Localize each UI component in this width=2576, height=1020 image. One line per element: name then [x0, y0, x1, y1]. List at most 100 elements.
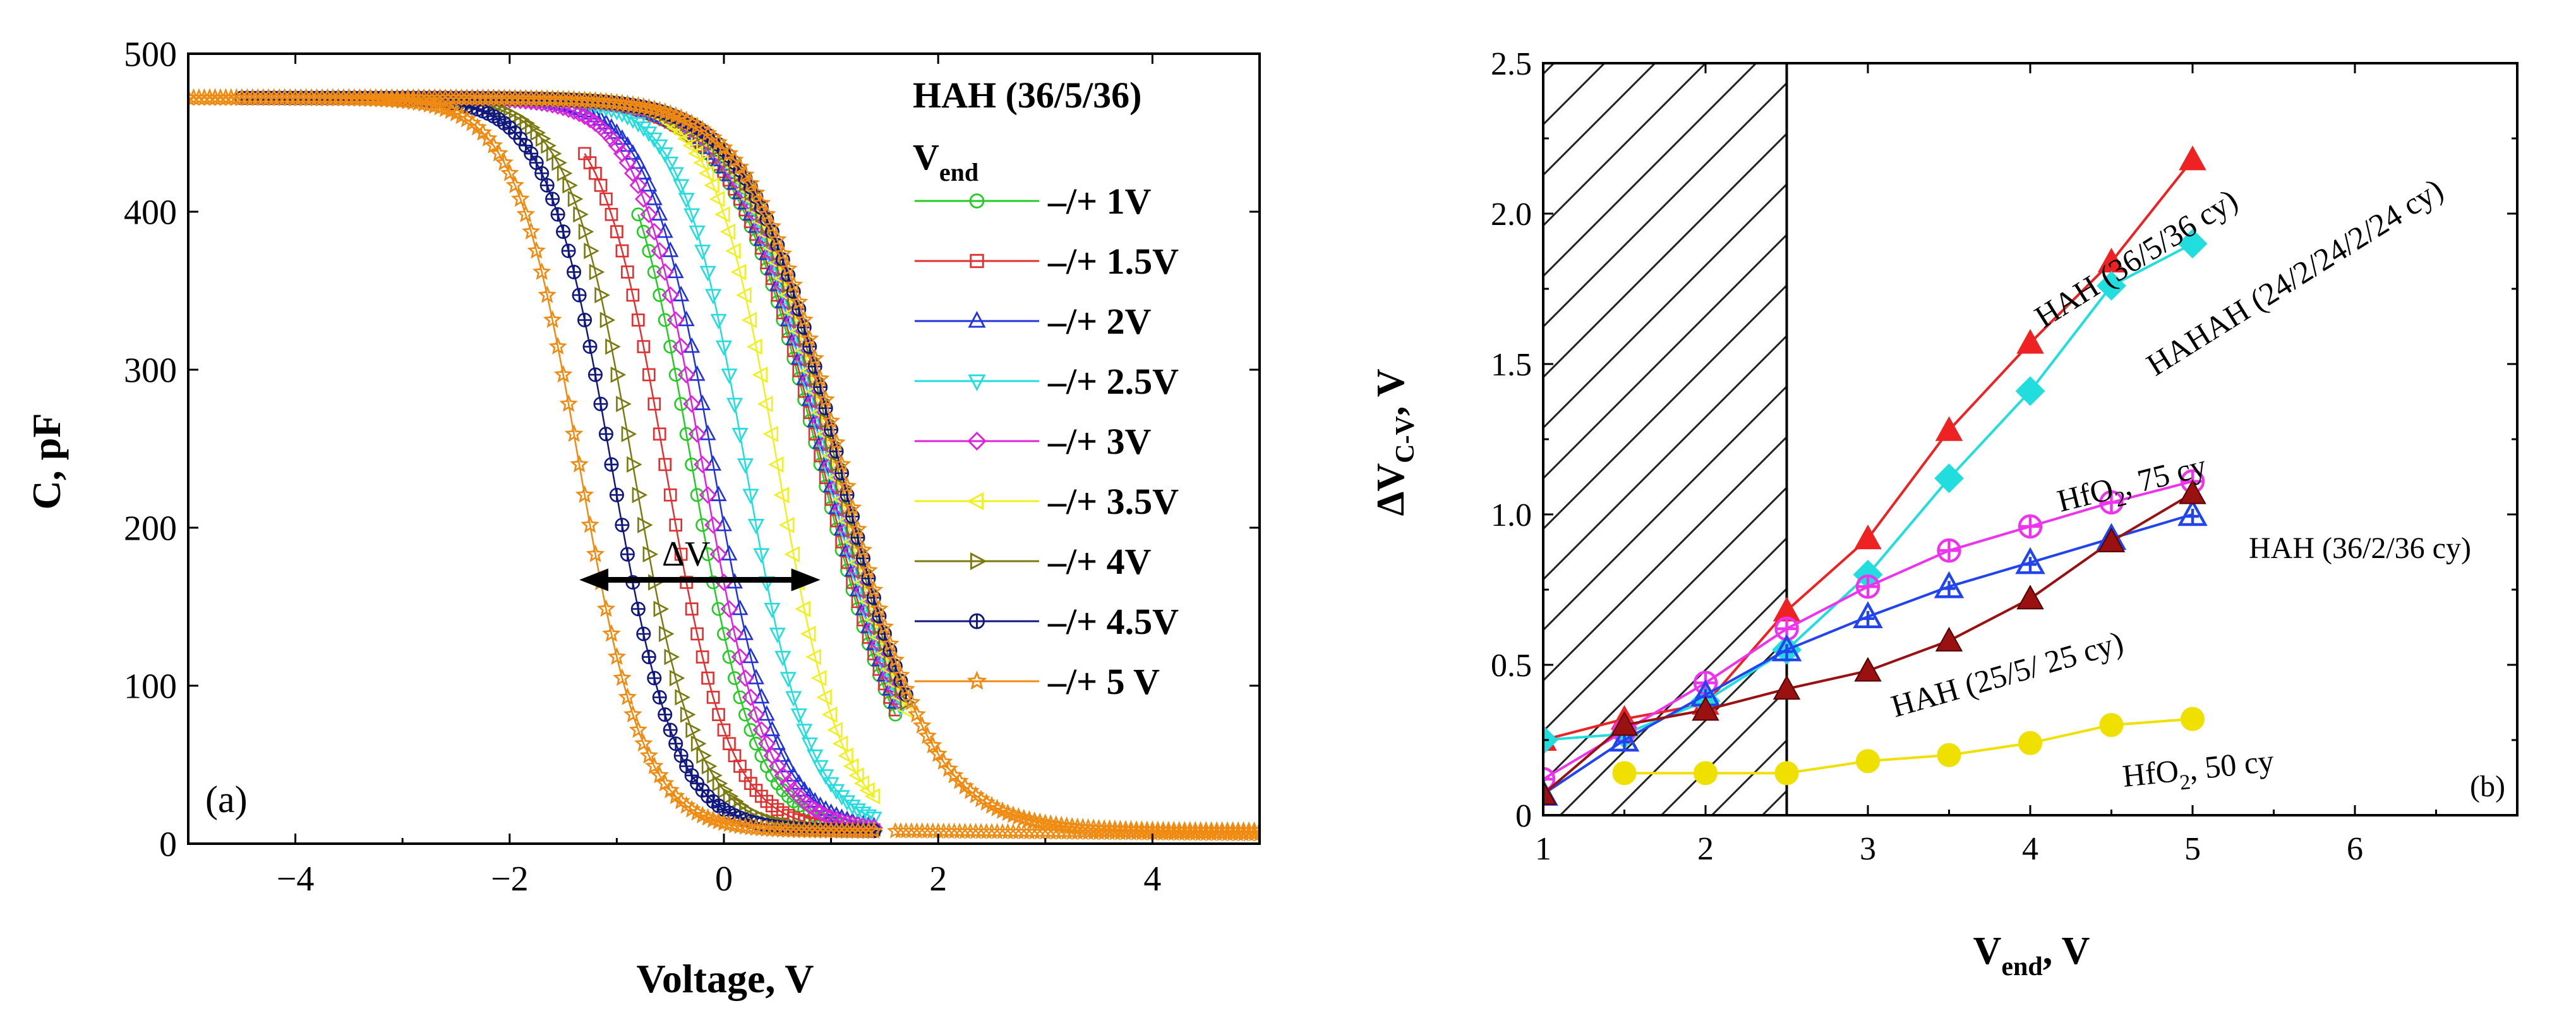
a-data-marker	[678, 193, 695, 209]
a-data-marker	[753, 548, 770, 564]
a-data-marker	[767, 456, 784, 473]
a-data-marker	[667, 167, 684, 183]
b-x-tick-label: 4	[2022, 831, 2038, 867]
b-data-point	[1853, 601, 1883, 629]
a-data-marker	[762, 425, 779, 442]
a-data-marker	[669, 670, 685, 687]
a-data-marker	[688, 425, 706, 443]
a-data-marker	[774, 767, 792, 784]
a-legend-label: –/+ 5 V	[1047, 661, 1160, 702]
a-data-marker	[832, 454, 852, 473]
a-data-marker	[817, 769, 834, 785]
a-data-marker	[918, 726, 937, 744]
a-data-marker	[630, 602, 646, 617]
a-data-marker	[752, 366, 768, 383]
a-data-marker	[656, 147, 673, 163]
a-data-marker	[599, 192, 613, 206]
b-xlabel: Vend, V	[1973, 930, 2090, 981]
a-data-marker	[736, 286, 752, 303]
a-data-marker	[613, 668, 632, 686]
a-data-marker	[833, 790, 850, 806]
b-x-tick-label: 1	[1535, 831, 1551, 867]
a-data-marker	[591, 91, 610, 110]
a-data-marker	[795, 310, 814, 328]
a-series-line	[209, 97, 874, 832]
a-data-marker	[679, 427, 694, 441]
a-data-marker	[621, 265, 634, 279]
a-data-marker	[683, 208, 701, 224]
b-data-point	[2177, 229, 2208, 259]
b-series-line	[1624, 717, 2193, 775]
a-data-marker	[812, 760, 829, 776]
a-data-marker	[737, 458, 754, 474]
a-data-marker	[891, 665, 910, 683]
b-x-tick-label: 6	[2347, 831, 2363, 867]
a-legend-item: –/+ 3V	[915, 421, 1152, 462]
a-data-marker	[752, 193, 771, 212]
a-data-marker	[650, 100, 669, 119]
a-data-marker	[663, 488, 677, 502]
a-data-marker	[621, 425, 637, 442]
a-data-marker	[635, 121, 652, 137]
b-data-point	[1937, 743, 1961, 767]
b-y-tick-label: 2.0	[1491, 197, 1532, 233]
a-data-marker	[730, 816, 750, 834]
a-data-marker	[752, 721, 771, 739]
a-data-marker	[543, 310, 562, 328]
a-data-marker	[736, 817, 755, 835]
a-data-marker	[647, 397, 661, 411]
a-data-marker	[677, 366, 695, 384]
a-data-marker	[634, 97, 653, 115]
b-panel-label: (b)	[2470, 770, 2505, 803]
a-y-tick-label: 200	[124, 509, 177, 549]
a-data-marker	[663, 722, 678, 738]
a-data-marker	[634, 190, 653, 208]
b-data-point	[1543, 725, 1558, 755]
a-data-marker	[762, 217, 781, 234]
a-data-marker	[805, 648, 821, 665]
a-data-marker	[674, 397, 689, 411]
a-data-marker	[672, 337, 690, 356]
a-data-marker	[577, 312, 593, 327]
a-data-marker	[629, 176, 647, 195]
a-data-marker	[602, 92, 621, 111]
a-data-marker	[561, 243, 576, 258]
b-data-point	[1774, 761, 1799, 786]
a-series-line	[316, 97, 874, 832]
a-data-marker	[741, 173, 761, 191]
b-hatched-region	[1543, 63, 1787, 815]
a-data-marker	[730, 264, 747, 281]
b-data-point	[1692, 696, 1719, 721]
a-data-marker	[855, 806, 872, 822]
a-data-marker	[535, 130, 551, 147]
a-legend-marker	[970, 253, 984, 269]
a-data-marker	[993, 801, 1012, 819]
a-data-marker	[534, 166, 550, 181]
a-data-marker	[725, 242, 741, 259]
b-series-label-hfo2-75: HfO2, 75 cy	[2054, 447, 2212, 525]
a-data-marker	[701, 789, 716, 804]
a-data-marker	[651, 139, 668, 155]
a-data-marker	[805, 348, 824, 367]
a-data-marker	[425, 96, 444, 114]
a-data-marker	[557, 165, 573, 182]
a-data-marker	[618, 94, 637, 112]
a-data-marker	[664, 648, 680, 665]
a-data-marker	[741, 817, 761, 835]
a-data-marker	[533, 262, 551, 280]
a-data-marker	[779, 259, 798, 277]
a-data-marker	[564, 424, 584, 442]
a-data-marker	[859, 821, 878, 839]
a-data-marker	[615, 244, 629, 258]
a-axes: −4 −2 0 2 4 0 100 200 300 400 500	[124, 35, 1261, 899]
a-data-marker	[490, 143, 509, 162]
a-data-marker	[712, 775, 728, 792]
a-data-marker	[764, 602, 781, 619]
a-data-marker	[924, 736, 942, 754]
a-data-marker	[714, 813, 733, 831]
b-y-tick-label: 0.5	[1491, 648, 1532, 684]
a-data-marker	[642, 244, 656, 258]
a-data-marker	[690, 735, 707, 752]
a-data-marker	[641, 650, 656, 665]
a-data-marker	[594, 286, 610, 303]
